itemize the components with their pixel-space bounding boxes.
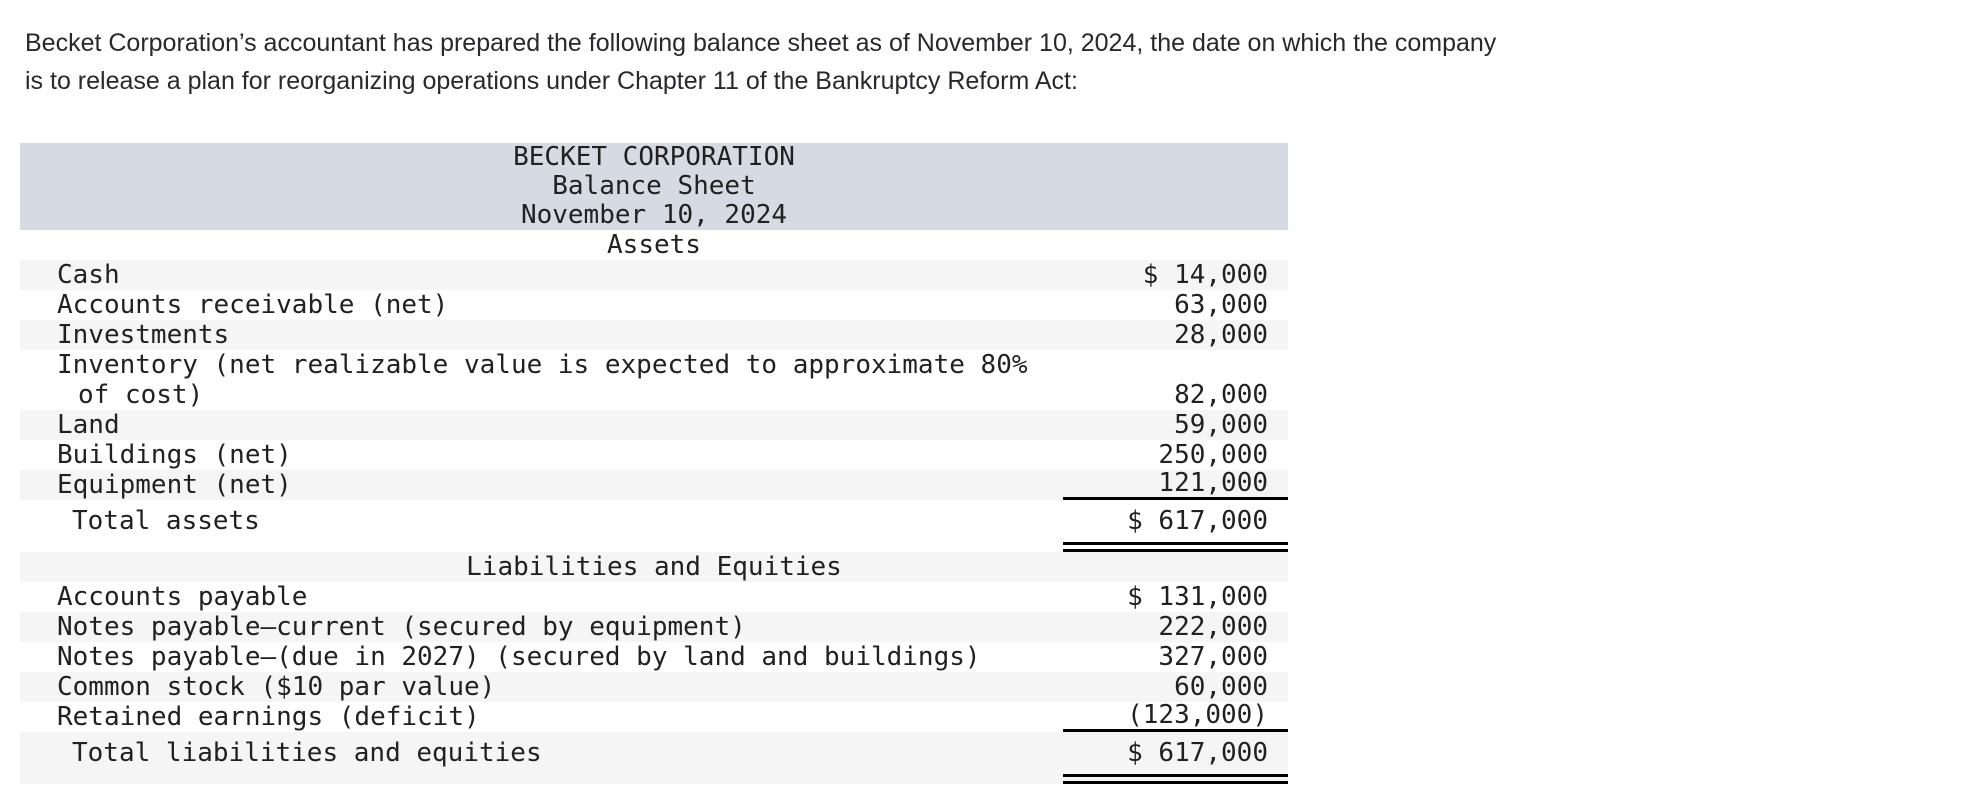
label-total-assets: Total assets [72,506,260,536]
row-assets-section: Assets [20,230,1288,260]
amount-accounts-receivable: 63,000 [1174,290,1268,320]
amount-cash: $ 14,000 [1142,260,1268,290]
amount-common-stock: 60,000 [1174,672,1268,702]
amount-total-assets: $ 617,000 [1063,500,1288,552]
label-inventory-line-2: of cost) [78,380,204,410]
row-cash: Cash $ 14,000 [20,260,1288,290]
statement-date: November 10, 2024 [520,200,788,230]
amount-inventory: 82,000 [1174,380,1268,410]
row-equipment: Equipment (net) 121,000 [20,470,1288,500]
label-total-liabilities-equities: Total liabilities and equities [72,738,542,768]
amount-investments: 28,000 [1174,320,1268,350]
label-buildings: Buildings (net) [57,440,292,470]
label-notes-payable-current: Notes payable—current (secured by equipm… [57,612,746,642]
row-liabilities-section: Liabilities and Equities [20,552,1288,582]
balance-sheet-header: BECKET CORPORATION Balance Sheet Novembe… [20,143,1288,230]
amount-buildings: 250,000 [1158,440,1268,470]
row-notes-payable-current: Notes payable—current (secured by equipm… [20,612,1288,642]
balance-sheet: BECKET CORPORATION Balance Sheet Novembe… [20,143,1288,784]
row-accounts-receivable: Accounts receivable (net) 63,000 [20,290,1288,320]
row-buildings: Buildings (net) 250,000 [20,440,1288,470]
label-land: Land [57,410,120,440]
row-total-liabilities-equities: Total liabilities and equities $ 617,000 [20,732,1288,784]
row-notes-payable-2027: Notes payable—(due in 2027) (secured by … [20,642,1288,672]
amount-retained-earnings: (123,000) [1063,702,1288,732]
amount-total-liabilities-equities: $ 617,000 [1063,732,1288,784]
amount-notes-payable-2027: 327,000 [1158,642,1268,672]
balance-sheet-rows: Assets Cash $ 14,000 Accounts receivable (n… [20,230,1288,784]
statement-title: Balance Sheet [552,171,756,201]
section-title-liabilities-section: Liabilities and Equities [466,552,842,582]
label-investments: Investments [57,320,230,350]
label-cash: Cash [57,260,120,290]
label-inventory-line-1: Inventory (net realizable value is expec… [57,350,1028,380]
label-equipment: Equipment (net) [57,470,292,500]
row-accounts-payable: Accounts payable $ 131,000 [20,582,1288,612]
amount-equipment: 121,000 [1063,470,1288,500]
label-retained-earnings: Retained earnings (deficit) [57,702,480,732]
row-retained-earnings: Retained earnings (deficit) (123,000) [20,702,1288,732]
label-accounts-receivable: Accounts receivable (net) [57,290,449,320]
label-accounts-payable: Accounts payable [57,582,308,612]
label-common-stock: Common stock ($10 par value) [57,672,496,702]
row-land: Land 59,000 [20,410,1288,440]
row-common-stock: Common stock ($10 par value) 60,000 [20,672,1288,702]
row-investments: Investments 28,000 [20,320,1288,350]
amount-notes-payable-current: 222,000 [1158,612,1268,642]
label-inventory: Inventory (net realizable value is expec… [20,350,1063,410]
company-name: BECKET CORPORATION [513,142,795,172]
problem-statement: Becket Corporation’s accountant has prep… [25,24,1945,100]
problem-statement-line-1: Becket Corporation’s accountant has prep… [25,29,1497,57]
row-total-assets: Total assets $ 617,000 [20,500,1288,552]
amount-accounts-payable: $ 131,000 [1127,582,1268,612]
amount-land: 59,000 [1174,410,1268,440]
row-inventory: Inventory (net realizable value is expec… [20,350,1288,410]
label-notes-payable-2027: Notes payable—(due in 2027) (secured by … [57,642,981,672]
problem-statement-line-2: is to release a plan for reorganizing op… [25,67,1078,95]
section-title-assets-section: Assets [607,230,701,260]
